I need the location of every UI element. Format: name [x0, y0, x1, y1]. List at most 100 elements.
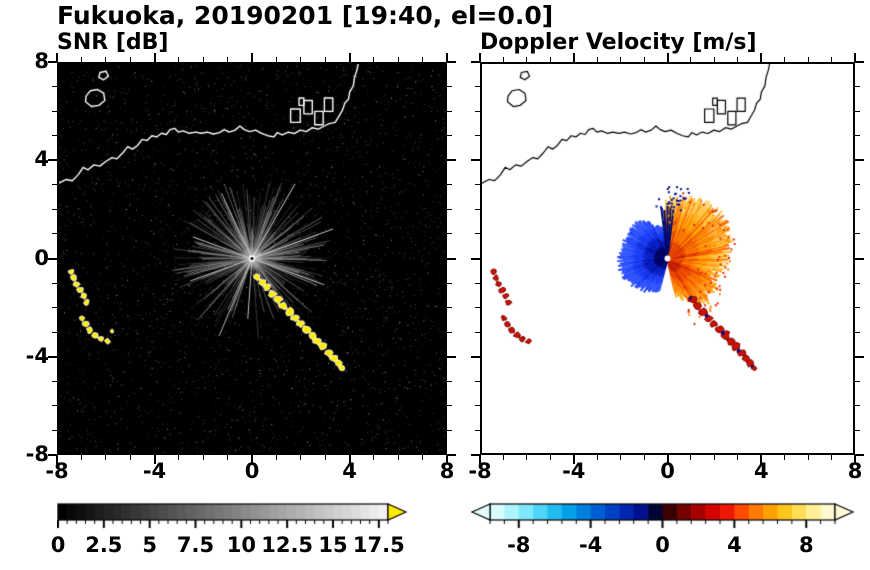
axis-tick — [549, 57, 551, 62]
axis-tick — [324, 57, 326, 62]
axis-tick — [549, 455, 551, 460]
axis-tick — [831, 455, 833, 460]
axis-tick — [447, 405, 452, 407]
axis-tick — [105, 455, 107, 460]
axis-tick — [447, 86, 452, 88]
axis-tick — [855, 355, 864, 358]
figure-title: Fukuoka, 20190201 [19:40, el=0.0] — [57, 1, 554, 30]
axis-tick — [446, 53, 448, 62]
axis-tick — [855, 429, 860, 431]
snr-colorbar-label: 15 — [318, 533, 348, 557]
axis-tick — [373, 455, 375, 460]
axis-tick — [690, 455, 692, 460]
axis-tick — [178, 57, 180, 62]
x-tick-label: 4 — [753, 459, 769, 483]
axis-tick — [447, 184, 452, 186]
axis-tick — [397, 57, 399, 62]
axis-tick — [855, 135, 860, 137]
doppler-plot-frame — [480, 62, 855, 455]
x-tick-label: 0 — [244, 459, 260, 483]
axis-tick — [48, 454, 57, 456]
axis-tick — [596, 455, 598, 460]
axis-tick — [275, 57, 277, 62]
axis-tick — [397, 455, 399, 460]
axis-tick — [479, 455, 481, 464]
snr-colorbar-label: 10 — [226, 533, 256, 557]
x-tick-label: 8 — [847, 459, 863, 483]
axis-tick — [855, 208, 860, 210]
x-tick-label: 0 — [660, 459, 675, 483]
x-tick-label: -8 — [468, 459, 492, 483]
axis-tick — [855, 61, 864, 63]
axis-tick — [475, 184, 480, 186]
snr-radar-canvas — [59, 64, 445, 453]
axis-tick — [855, 233, 860, 235]
axis-tick — [620, 57, 622, 62]
velocity-colorbar-label: -4 — [578, 533, 603, 557]
axis-tick — [855, 331, 860, 333]
velocity-colorbar-label: 8 — [798, 533, 814, 557]
axis-tick — [447, 61, 456, 63]
snr-colorbar-label: 7.5 — [176, 533, 215, 557]
axis-tick — [855, 159, 864, 162]
axis-tick — [475, 233, 480, 235]
x-tick-label: -4 — [142, 459, 167, 483]
axis-tick — [348, 455, 351, 464]
snr-colorbar-label: 0 — [50, 533, 66, 557]
axis-tick — [52, 184, 57, 186]
axis-tick — [447, 257, 456, 260]
axis-tick — [479, 53, 481, 62]
axis-tick — [855, 405, 860, 407]
axis-tick — [854, 53, 856, 62]
axis-tick — [52, 135, 57, 137]
axis-tick — [80, 455, 82, 460]
axis-tick — [784, 455, 786, 460]
axis-tick — [596, 57, 598, 62]
snr-colorbar-label: 5 — [142, 533, 157, 557]
axis-tick — [475, 208, 480, 210]
snr-plot-frame — [57, 62, 447, 455]
y-tick-label: 8 — [34, 49, 49, 73]
axis-tick — [475, 405, 480, 407]
doppler-radar-canvas — [482, 64, 853, 453]
axis-tick — [643, 57, 645, 62]
axis-tick — [202, 455, 204, 460]
axis-tick — [737, 57, 739, 62]
axis-tick — [48, 159, 57, 162]
axis-tick — [526, 57, 528, 62]
axis-tick — [471, 257, 480, 260]
axis-tick — [52, 282, 57, 284]
axis-tick — [447, 110, 452, 112]
axis-tick — [56, 455, 58, 464]
axis-tick — [447, 307, 452, 309]
axis-tick — [471, 454, 480, 456]
axis-tick — [855, 257, 864, 260]
axis-tick — [48, 257, 57, 260]
axis-tick — [760, 53, 763, 62]
axis-tick — [475, 331, 480, 333]
axis-tick — [52, 405, 57, 407]
y-tick-label: 0 — [34, 245, 49, 270]
axis-tick — [447, 454, 456, 456]
axis-tick — [153, 53, 156, 62]
axis-tick — [447, 429, 452, 431]
axis-tick — [447, 380, 452, 382]
axis-tick — [855, 184, 860, 186]
axis-tick — [855, 380, 860, 382]
axis-tick — [471, 355, 480, 358]
axis-tick — [855, 307, 860, 309]
axis-tick — [80, 57, 82, 62]
axis-tick — [666, 53, 669, 62]
axis-tick — [475, 135, 480, 137]
axis-tick — [447, 331, 452, 333]
x-tick-label: 4 — [342, 459, 357, 483]
axis-tick — [784, 57, 786, 62]
axis-tick — [713, 57, 715, 62]
axis-tick — [807, 455, 809, 460]
x-tick-label: -4 — [562, 459, 586, 483]
axis-tick — [502, 455, 504, 460]
axis-tick — [447, 355, 456, 358]
axis-tick — [572, 455, 575, 464]
axis-tick — [447, 282, 452, 284]
